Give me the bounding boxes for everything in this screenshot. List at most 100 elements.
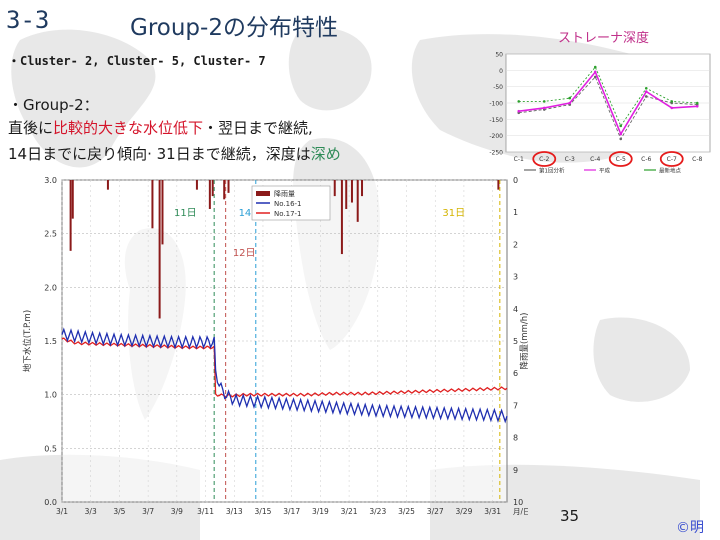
legend-label: 降雨量	[274, 189, 295, 198]
highlight-circle-C-5	[608, 151, 633, 167]
legend-label: No.16-1	[274, 200, 302, 208]
rainfall-bar	[71, 180, 74, 219]
rainfall-bar	[340, 180, 343, 255]
description-line-2: 14日までに戻り傾向· 31日まで継続，深度は深め	[8, 143, 341, 164]
strainer-x-tick: C-5	[616, 156, 626, 163]
x-tick-label: 3/27	[427, 507, 444, 516]
y2-tick-label: 6	[513, 369, 518, 378]
strainer-point	[568, 96, 572, 100]
strainer-point	[619, 137, 623, 141]
legend-label: No.17-1	[274, 210, 302, 218]
strainer-x-tick: C-7	[667, 156, 677, 163]
water-level-chart: 0.0 0.5 1.0 1.5 2.0 2.5 3.0 0 1 2 3 4 5 6 7 8 9 10 3/1 3/3 3…	[22, 176, 528, 516]
rainfall-bar	[333, 180, 336, 197]
description-line-1: 直後に比較的大きな水位低下・翌日まで継続,	[8, 117, 313, 138]
x-tick-label: 3/7	[142, 507, 154, 516]
y-tick-label: 2.5	[44, 230, 57, 239]
strainer-x-tick: C-8	[692, 156, 702, 163]
strainer-y-tick: -250	[489, 150, 503, 157]
y2-tick-label: 8	[513, 434, 518, 443]
y2-tick-label: 10	[513, 498, 523, 507]
rainfall-bar	[158, 180, 161, 319]
strainer-x-tick: C-3	[565, 156, 575, 163]
strainer-point	[593, 75, 597, 79]
strainer-y-tick: 50	[495, 52, 503, 59]
y2-tick-label: 7	[513, 401, 518, 410]
strainer-point	[695, 104, 699, 108]
rainfall-bar	[223, 180, 226, 200]
series-line-No.17-1	[61, 327, 508, 424]
rainfall-bar	[227, 180, 230, 193]
strainer-x-tick: C-4	[590, 156, 600, 163]
y-tick-label: 3.0	[44, 176, 57, 185]
strainer-x-tick: C-1	[514, 156, 524, 163]
legend-swatch	[256, 191, 270, 196]
slide-section-number: 3-3	[6, 6, 50, 34]
strainer-point	[593, 70, 597, 74]
rainfall-bar	[151, 180, 154, 229]
strainer-point	[644, 95, 648, 98]
rainfall-bar	[208, 180, 211, 209]
strainer-legend-label: 第1回分析	[539, 167, 565, 175]
strainer-series-最新地点	[518, 66, 698, 127]
y2-axis-title: 降雨量(mm/h)	[519, 313, 528, 370]
y2-tick-label: 5	[513, 337, 518, 346]
y2-tick-label: 3	[513, 273, 518, 282]
x-tick-label: 3/13	[226, 507, 243, 516]
strainer-point	[619, 124, 623, 128]
strainer-y-tick: -150	[489, 117, 503, 124]
strainer-y-tick: -50	[493, 84, 503, 91]
strainer-point	[517, 100, 521, 103]
strainer-point	[644, 90, 648, 93]
strainer-point	[619, 132, 623, 136]
y-tick-label: 0.5	[44, 444, 57, 453]
group-heading: ・Group-2：	[8, 96, 99, 114]
x-tick-label: 3/15	[255, 507, 272, 516]
y-tick-label: 0.0	[44, 498, 57, 507]
cluster-list: ・Cluster- 2, Cluster- 5, Cluster- 7	[8, 54, 266, 68]
strainer-series-第1回分析	[518, 76, 698, 140]
slide-title: Group-2の分布特性	[130, 15, 338, 41]
line2-seg-1: 深め	[310, 145, 341, 163]
rainfall-bar	[345, 180, 348, 209]
strainer-point	[670, 106, 674, 110]
strainer-y-tick: -100	[489, 101, 503, 108]
strainer-x-tick: C-2	[539, 156, 549, 163]
strainer-y-tick: -200	[489, 133, 503, 140]
strainer-point	[568, 101, 572, 105]
y2-tick-label: 9	[513, 466, 518, 475]
y2-tick-label: 2	[513, 240, 518, 249]
strainer-point	[542, 106, 546, 110]
line1-seg-0: 直後に	[8, 119, 54, 137]
x-tick-label: 3/31	[484, 507, 501, 516]
copyright-mark: ©明	[676, 520, 704, 536]
strainer-legend-label: 最新地点	[659, 167, 682, 175]
marker-label-12日: 12日	[233, 248, 256, 259]
y-tick-label: 1.5	[44, 337, 57, 346]
x-tick-label: 3/1	[56, 507, 68, 516]
y-tick-label: 1.0	[44, 391, 57, 400]
x-tick-label: 3/23	[369, 507, 386, 516]
plot-area	[61, 179, 508, 503]
page-number: 35	[560, 507, 580, 525]
x-tick-label: 3/11	[197, 507, 214, 516]
y2-tick-label: 4	[513, 305, 518, 314]
rainfall-bar	[211, 180, 214, 197]
x-tick-label: 3/29	[456, 507, 473, 516]
x-tick-label: 3/5	[113, 507, 125, 516]
rainfall-bar	[497, 180, 500, 190]
rainfall-bar	[106, 180, 109, 190]
y2-tick-label: 0	[513, 176, 518, 185]
y2-tick-label: 1	[513, 208, 518, 217]
x-tick-label: 3/25	[398, 507, 415, 516]
line1-seg-2: ・翌日まで継続,	[203, 119, 313, 137]
strainer-point	[542, 100, 546, 103]
strainer-point	[517, 109, 521, 113]
marker-label-31日: 31日	[442, 208, 465, 219]
rainfall-bar	[195, 180, 198, 190]
strainer-point	[695, 101, 699, 105]
highlight-circle-C-7	[659, 151, 684, 167]
strainer-point	[670, 100, 674, 103]
x-unit-label: 月/日	[513, 507, 528, 516]
x-tick-label: 3/17	[283, 507, 300, 516]
